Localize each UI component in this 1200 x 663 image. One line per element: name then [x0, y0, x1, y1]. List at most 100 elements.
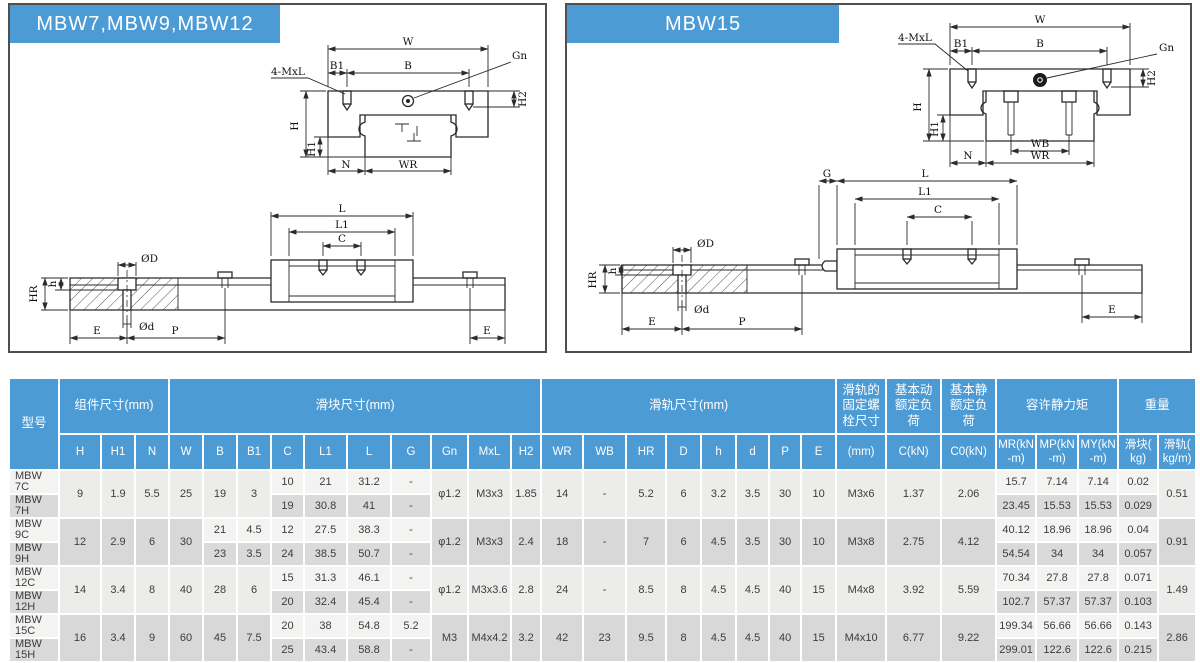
table-row: MBW 12C 14 3.4 8 40 28 6 15 31.3 46.1- φ1.2 M3x3.6 2… [8, 565, 1198, 615]
spec-cell: 38.3 [346, 517, 393, 543]
spec-cell: 4.12 [940, 517, 998, 567]
drawing-panel-mbw15: MBW15 W B1 B G [565, 3, 1192, 353]
spec-cell: 0.029 [1117, 493, 1160, 519]
column-header: L [346, 433, 393, 471]
table-row: MBW 9H 23 3.5 24 38.5 50.7-54.54 34 34 0.057 [8, 541, 1196, 567]
spec-cell: 3.5 [735, 517, 771, 567]
spec-cell: 3.5 [236, 541, 273, 567]
dim-label-hole-d-big: ØD [141, 253, 158, 265]
spec-cell: 21 [303, 469, 349, 495]
dim-label-hr: HR [28, 284, 40, 302]
column-header: WR [540, 433, 585, 471]
column-header: (mm) [835, 433, 888, 471]
spec-cell: 9 [58, 469, 102, 519]
spec-cell: 15 [800, 565, 838, 615]
spec-cell: 43.4 [303, 637, 349, 663]
spec-cell: 4.5 [700, 565, 738, 615]
column-header: G [390, 433, 433, 471]
spec-cell: M3x3 [467, 517, 513, 567]
column-header: MP(kN -m) [1035, 433, 1080, 471]
spec-cell: 18 [540, 517, 585, 567]
spec-cell: 102.7 [995, 589, 1038, 615]
spec-cell: 60 [168, 613, 205, 663]
dim-label-b1: B1 [954, 38, 968, 50]
model-column-header: 型号 [8, 377, 60, 471]
dim-label-e1: E [648, 316, 656, 328]
spec-cell: - [582, 517, 628, 567]
spec-table: 型号 组件尺寸(mm) 滑块尺寸(mm) 滑轨尺寸(mm) 滑轨的 固定螺 栓尺寸 基本… [8, 377, 1198, 663]
spec-cell: 4.5 [700, 517, 738, 567]
dim-label-l1: L1 [918, 186, 932, 198]
column-header: W [168, 433, 205, 471]
spec-cell: 1.49 [1157, 565, 1198, 615]
spec-cell: 0.215 [1117, 637, 1160, 663]
spec-cell: 6 [236, 565, 273, 615]
column-group-header: 基本动 额定负 荷 [885, 377, 943, 435]
spec-cell: 2.75 [885, 517, 943, 567]
spec-cell: 3.4 [100, 613, 136, 663]
column-header: MR(kN -m) [995, 433, 1038, 471]
spec-cell: 2.8 [510, 565, 543, 615]
spec-cell: - [390, 493, 433, 519]
dim-label-h1: H1 [306, 141, 318, 157]
spec-cell: 0.02 [1117, 469, 1160, 495]
column-header: MY(kN -m) [1077, 433, 1120, 471]
column-group-header: 组件尺寸(mm) [57, 377, 171, 435]
spec-cell: 6.77 [885, 613, 943, 663]
side-view-drawing: G L L1 C HR h ØD Ød E P E [587, 168, 1143, 335]
spec-cell: 7.14 [1077, 469, 1120, 495]
spec-cell: 1.9 [100, 469, 136, 519]
model-cell: MBW 15H [8, 637, 60, 663]
side-view-drawing: L L1 C HR h ØD Ød E P E [28, 203, 506, 344]
spec-cell: M3x8 [835, 517, 888, 567]
spec-cell: 23 [582, 613, 628, 663]
spec-cell: 57.37 [1077, 589, 1120, 615]
spec-cell: 70.34 [995, 565, 1038, 591]
dim-label-h: H [912, 102, 924, 111]
spec-cell: 7.5 [236, 613, 273, 663]
dim-label-h1: H1 [929, 121, 941, 137]
spec-cell: 24 [270, 541, 306, 567]
spec-cell: 25 [168, 469, 205, 519]
spec-cell: - [390, 565, 433, 591]
spec-cell: 3.4 [100, 565, 136, 615]
dim-label-c: C [934, 204, 942, 216]
spec-cell: 7.14 [1035, 469, 1080, 495]
header-row-1: 型号 组件尺寸(mm) 滑块尺寸(mm) 滑轨尺寸(mm) 滑轨的 固定螺 栓尺寸 基本… [8, 377, 1198, 471]
column-group-header: 重量 [1117, 377, 1198, 435]
dim-label-hole-d-big: ØD [697, 238, 714, 250]
spec-table-body: MBW 7C 9 1.9 5.5 25 19 3 10 21 31.2- φ1.2 M3x3 1.85 1… [8, 469, 1198, 663]
spec-cell: 56.66 [1035, 613, 1080, 639]
spec-cell: 58.8 [346, 637, 393, 663]
model-cell: MBW 7C [8, 469, 60, 495]
spec-cell: - [582, 469, 628, 519]
spec-cell: 50.7 [346, 541, 393, 567]
spec-cell: 7 [625, 517, 668, 567]
column-header: N [133, 433, 171, 471]
dim-label-l: L [922, 168, 929, 180]
dim-label-b1: B1 [330, 60, 344, 72]
spec-cell: 31.3 [303, 565, 349, 591]
dim-label-h: H [289, 121, 301, 130]
dim-label-p: P [171, 325, 178, 337]
spec-cell: 30 [168, 517, 205, 567]
dim-label-w: W [403, 36, 414, 48]
spec-cell: 10 [270, 469, 306, 495]
spec-cell: 12 [58, 517, 102, 567]
spec-cell: M4x8 [835, 565, 888, 615]
spec-cell: 2.4 [510, 517, 543, 567]
column-header: L1 [303, 433, 349, 471]
dim-label-n: N [341, 159, 350, 171]
spec-cell: 6 [133, 517, 171, 567]
column-header: E [800, 433, 838, 471]
column-group-header: 滑块尺寸(mm) [168, 377, 543, 435]
spec-cell: 31.2 [346, 469, 393, 495]
model-cell: MBW 15C [8, 613, 60, 639]
spec-cell: 9 [133, 613, 171, 663]
spec-cell: 299.01 [995, 637, 1038, 663]
model-cell: MBW 9H [8, 541, 60, 567]
column-header: H1 [100, 433, 136, 471]
front-view-drawing: W B1 B Gn 4-MxL H H1 H2 N WR [271, 36, 529, 175]
spec-cell: 8 [665, 613, 703, 663]
